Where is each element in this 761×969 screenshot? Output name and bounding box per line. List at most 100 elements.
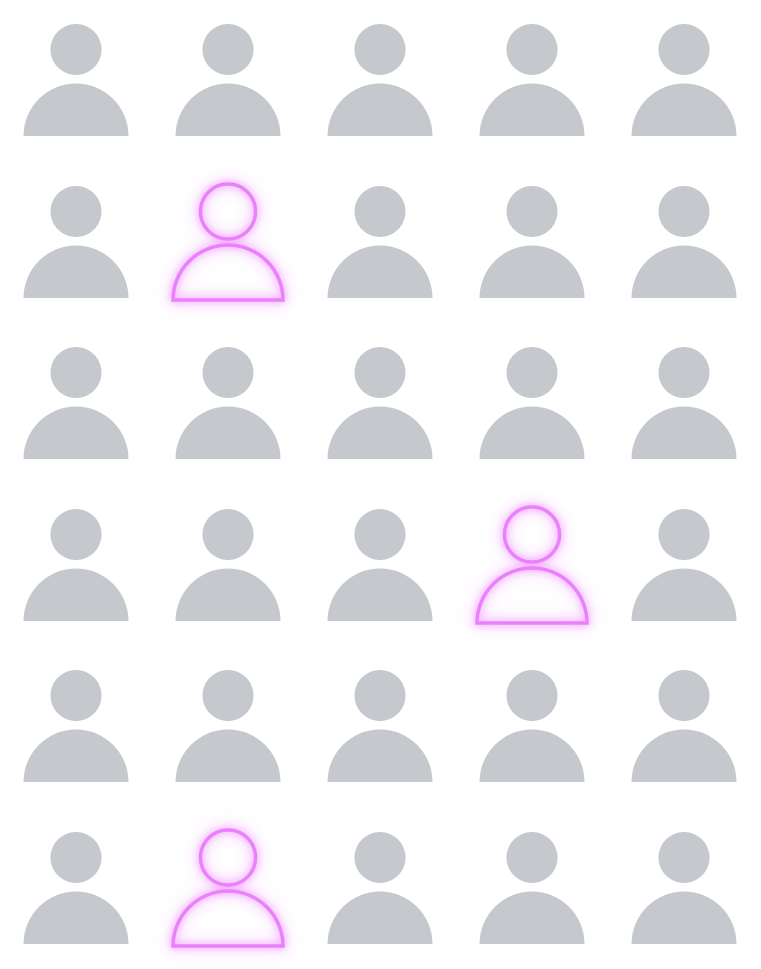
person-body <box>479 891 585 944</box>
person-body <box>631 568 737 621</box>
person-icon <box>175 670 281 782</box>
person-body <box>327 729 433 782</box>
person-icon <box>23 347 129 459</box>
person-head <box>506 186 558 237</box>
person-icon <box>0 162 152 323</box>
person-body <box>171 889 285 948</box>
person-head <box>354 186 406 237</box>
person-body <box>175 406 281 459</box>
person-icon <box>631 832 737 944</box>
person-icon <box>608 485 760 646</box>
person-head <box>50 832 102 883</box>
person-body <box>175 729 281 782</box>
person-head <box>202 670 254 721</box>
person-icon <box>327 24 433 136</box>
person-icon <box>327 670 433 782</box>
person-icon <box>456 646 608 807</box>
person-body <box>23 891 129 944</box>
person-icon <box>456 808 608 969</box>
person-icon <box>304 808 456 969</box>
person-head <box>354 509 406 560</box>
person-head <box>202 347 254 398</box>
person-head <box>506 347 558 398</box>
person-head <box>50 186 102 237</box>
person-body <box>631 891 737 944</box>
person-icon <box>327 347 433 459</box>
person-body <box>479 83 585 136</box>
person-icon <box>327 832 433 944</box>
person-icon <box>608 323 760 484</box>
person-head <box>354 670 406 721</box>
person-icon <box>175 347 281 459</box>
person-icon <box>304 323 456 484</box>
person-icon <box>327 186 433 298</box>
person-icon <box>152 323 304 484</box>
person-icon <box>631 24 737 136</box>
person-icon <box>631 186 737 298</box>
person-icon <box>23 832 129 944</box>
person-head <box>198 182 258 241</box>
person-body <box>479 406 585 459</box>
person-head <box>50 509 102 560</box>
person-icon <box>23 186 129 298</box>
person-icon <box>152 485 304 646</box>
person-icon <box>456 0 608 161</box>
person-icon <box>304 0 456 161</box>
person-icon <box>23 509 129 621</box>
person-icon <box>631 509 737 621</box>
person-head <box>502 505 562 564</box>
person-icon <box>175 24 281 136</box>
person-icon <box>608 646 760 807</box>
person-icon <box>608 0 760 161</box>
person-icon <box>631 670 737 782</box>
person-head <box>198 828 258 887</box>
highlighted-person-icon <box>456 485 608 646</box>
person-body <box>327 245 433 298</box>
person-body <box>23 406 129 459</box>
person-head <box>658 347 710 398</box>
person-icon <box>479 347 585 459</box>
person-head <box>354 347 406 398</box>
person-icon <box>608 162 760 323</box>
person-icon <box>175 509 281 621</box>
person-icon <box>479 186 585 298</box>
person-body <box>479 245 585 298</box>
person-body <box>327 891 433 944</box>
person-icon <box>0 0 152 161</box>
person-icon <box>479 832 585 944</box>
person-icon <box>152 646 304 807</box>
person-body <box>171 243 285 302</box>
person-icon <box>152 0 304 161</box>
person-icon <box>456 162 608 323</box>
person-icon <box>608 808 760 969</box>
person-icon <box>479 24 585 136</box>
person-head <box>658 832 710 883</box>
person-head <box>506 670 558 721</box>
person-icon <box>479 670 585 782</box>
person-head <box>50 670 102 721</box>
person-head <box>506 24 558 75</box>
person-icon <box>304 162 456 323</box>
person-body <box>327 83 433 136</box>
highlighted-person-icon <box>475 505 589 625</box>
person-head <box>658 670 710 721</box>
person-body <box>175 568 281 621</box>
person-body <box>631 245 737 298</box>
person-icon <box>304 485 456 646</box>
person-icon <box>0 323 152 484</box>
person-head <box>658 509 710 560</box>
person-body <box>23 568 129 621</box>
person-body <box>631 83 737 136</box>
person-body <box>23 83 129 136</box>
highlighted-person-icon <box>152 162 304 323</box>
person-body <box>631 406 737 459</box>
person-head <box>354 24 406 75</box>
person-icon <box>0 485 152 646</box>
person-icon <box>327 509 433 621</box>
person-body <box>479 729 585 782</box>
person-head <box>50 347 102 398</box>
person-head <box>354 832 406 883</box>
person-icon <box>304 646 456 807</box>
highlighted-person-icon <box>152 808 304 969</box>
